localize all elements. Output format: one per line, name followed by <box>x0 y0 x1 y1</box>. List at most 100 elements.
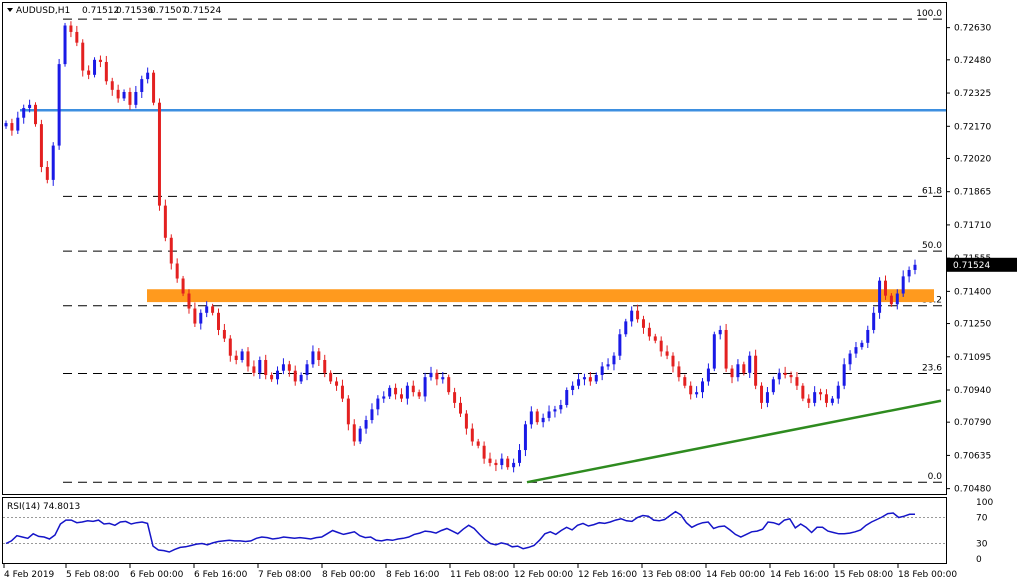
candle-body <box>730 368 734 378</box>
candle-body <box>789 375 793 378</box>
candle-body <box>311 351 315 365</box>
price-tick-label: 0.71095 <box>954 353 991 363</box>
candle-body <box>683 377 687 386</box>
price-tick-label: 0.71250 <box>954 320 991 330</box>
support-resistance-zone[interactable] <box>147 289 934 303</box>
candle-body <box>512 462 516 468</box>
candle-body <box>4 123 8 127</box>
price-tick-label: 0.71710 <box>954 221 991 231</box>
candle-body <box>323 359 327 373</box>
candle-body <box>51 145 55 180</box>
candle-body <box>830 398 834 403</box>
candle-body <box>500 458 504 466</box>
candle-body <box>801 385 805 399</box>
price-tick-label: 0.71400 <box>954 287 991 297</box>
candle-body <box>240 351 244 360</box>
price-tick-label: 0.70940 <box>954 386 991 396</box>
candle-body <box>22 108 26 118</box>
price-tick-label: 0.72480 <box>954 56 991 66</box>
price-tick-label: 0.70635 <box>954 451 991 461</box>
candle-body <box>140 79 144 92</box>
candle-body <box>169 237 173 264</box>
candle-body <box>665 351 669 356</box>
candle-body <box>459 402 462 414</box>
candle-body <box>618 334 622 356</box>
candle-body <box>889 295 893 305</box>
candle-body <box>39 124 43 168</box>
time-tick-label: 14 Feb 16:00 <box>770 570 829 580</box>
candle-body <box>28 104 32 109</box>
time-tick-label: 8 Feb 00:00 <box>322 570 376 580</box>
candle-body <box>695 392 699 395</box>
candle-body <box>157 102 161 206</box>
candle-body <box>87 70 91 75</box>
candle-body <box>718 329 722 335</box>
candle-body <box>588 377 592 382</box>
fib-level-label: 23.6 <box>922 364 942 374</box>
candle-body <box>75 31 79 43</box>
candle-body <box>429 372 433 378</box>
candle-body <box>559 405 563 410</box>
candle-body <box>647 327 651 337</box>
candle-body <box>34 104 38 125</box>
candle-body <box>901 276 905 294</box>
candle-body <box>641 319 645 328</box>
rsi-level-label: 70 <box>976 514 988 524</box>
candle-body <box>69 25 73 32</box>
candle-body <box>335 381 339 386</box>
candle-body <box>128 91 132 105</box>
ohlc-low: 0.71507 <box>150 6 187 16</box>
candle-body <box>399 394 403 399</box>
candle-body <box>340 385 344 399</box>
candle-body <box>748 355 752 373</box>
candle-body <box>104 61 108 82</box>
candle-body <box>45 167 49 180</box>
candle-body <box>824 394 828 403</box>
time-tick-label: 5 Feb 08:00 <box>66 570 120 580</box>
candle-body <box>305 364 309 376</box>
candle-body <box>299 375 303 382</box>
candle-body <box>807 398 811 403</box>
rsi-level-label: 100 <box>976 498 993 508</box>
rsi-panel-frame <box>2 497 947 564</box>
candle-body <box>181 278 185 294</box>
time-tick-label: 7 Feb 08:00 <box>258 570 312 580</box>
candle-body <box>836 385 840 399</box>
fib-level-label: 0.0 <box>928 472 943 482</box>
candle-body <box>317 351 321 360</box>
candle-body <box>234 355 238 360</box>
time-tick-label: 15 Feb 08:00 <box>834 570 893 580</box>
candle-body <box>848 353 852 365</box>
time-tick-label: 13 Feb 08:00 <box>642 570 701 580</box>
candle-body <box>453 392 457 403</box>
time-axis: 4 Feb 2019 5 Feb 08:00 6 Feb 00:00 6 Feb 16… <box>3 564 957 580</box>
candle-body <box>872 312 876 330</box>
candle-body <box>760 385 764 403</box>
current-price-tag <box>947 257 1017 272</box>
candle-body <box>612 355 616 365</box>
candle-body <box>222 329 226 339</box>
dropdown-triangle-icon[interactable] <box>7 8 13 12</box>
candle-body <box>913 264 917 270</box>
price-tick-label: 0.70480 <box>954 485 991 495</box>
candle-body <box>895 293 899 305</box>
time-tick-label: 8 Feb 16:00 <box>386 570 440 580</box>
candle-body <box>228 338 232 356</box>
candle-body <box>659 340 663 352</box>
candle-body <box>364 420 368 429</box>
candle-body <box>547 411 551 418</box>
candle-body <box>529 411 533 425</box>
overlay-layer: 0.71524 <box>20 108 1017 484</box>
candle-body <box>518 450 522 463</box>
candle-body <box>907 269 911 277</box>
price-axis: 0.72630 0.72480 0.72325 0.72170 0.72020 0.718… <box>946 24 991 495</box>
candle-body <box>435 372 439 380</box>
ascending-trendline[interactable] <box>526 399 942 484</box>
ohlc-high: 0.71536 <box>116 6 153 16</box>
candle-body <box>594 375 598 382</box>
candle-body <box>464 413 468 429</box>
candle-body <box>63 25 67 65</box>
candle-body <box>842 364 846 386</box>
rsi-line <box>5 510 915 553</box>
